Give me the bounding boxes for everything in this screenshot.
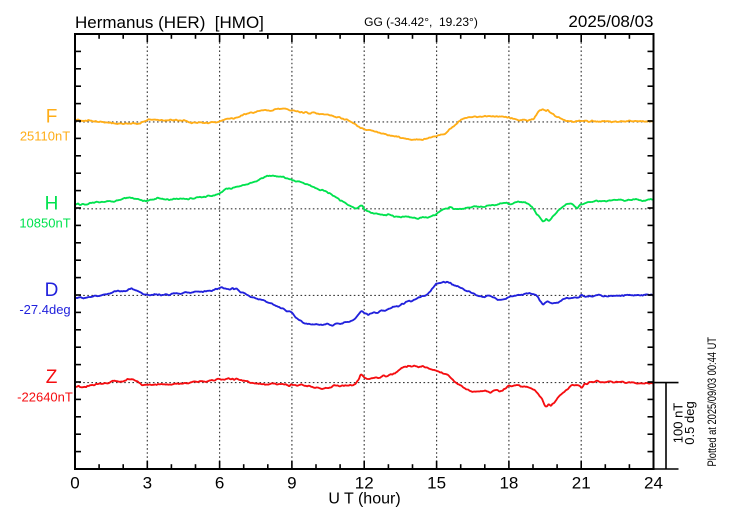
svg-text:12: 12 — [355, 474, 374, 493]
svg-text:9: 9 — [287, 474, 296, 493]
svg-text:0.5 deg: 0.5 deg — [682, 401, 697, 444]
svg-text:0: 0 — [70, 474, 79, 493]
svg-text:18: 18 — [499, 474, 518, 493]
svg-text:6: 6 — [215, 474, 224, 493]
svg-text:Hermanus (HER) [HMO]: Hermanus (HER) [HMO] — [75, 13, 264, 32]
svg-text:15: 15 — [427, 474, 446, 493]
svg-text:2025/08/03: 2025/08/03 — [568, 12, 653, 31]
svg-text:D: D — [45, 280, 59, 301]
svg-text:21: 21 — [572, 474, 591, 493]
svg-text:GG (-34.42°, 19.23°): GG (-34.42°, 19.23°) — [364, 15, 478, 29]
svg-text:Plotted at 2025/09/03 00:44 UT: Plotted at 2025/09/03 00:44 UT — [705, 336, 719, 466]
svg-text:F: F — [46, 106, 58, 127]
svg-text:25110nT: 25110nT — [20, 129, 70, 144]
svg-text:Z: Z — [46, 367, 58, 388]
svg-text:H: H — [45, 193, 59, 214]
svg-text:-22640nT: -22640nT — [17, 389, 73, 404]
svg-text:3: 3 — [143, 474, 152, 493]
svg-text:100 nT: 100 nT — [671, 403, 686, 444]
svg-text:10850nT: 10850nT — [19, 216, 70, 231]
svg-text:-27.4deg: -27.4deg — [19, 302, 70, 317]
svg-text:U T (hour): U T (hour) — [328, 491, 400, 508]
svg-text:24: 24 — [644, 474, 663, 493]
